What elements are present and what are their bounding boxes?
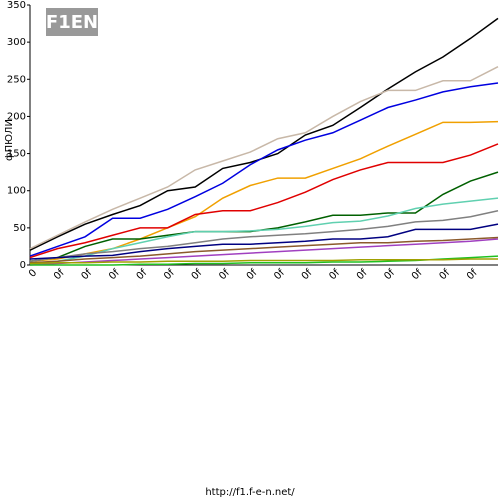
y-tick-label: 350 bbox=[7, 0, 26, 11]
y-tick-label: 300 bbox=[7, 37, 26, 48]
y-tick-label: 0 bbox=[20, 260, 26, 271]
x-tick-label: 0f bbox=[80, 267, 95, 282]
series-line bbox=[29, 223, 499, 260]
x-tick-label: 0f bbox=[382, 267, 397, 282]
series-line bbox=[29, 65, 499, 250]
logo-text: F1EN bbox=[46, 12, 98, 33]
x-tick-label: 0f bbox=[135, 267, 150, 282]
x-tick-label: 0f bbox=[410, 267, 425, 282]
x-tick-label: 0f bbox=[162, 267, 177, 282]
series-line bbox=[29, 210, 499, 263]
y-axis-label: фПЮЛИ bbox=[4, 119, 15, 161]
x-tick-label: 0f bbox=[465, 267, 480, 282]
y-tick-label: 150 bbox=[7, 149, 26, 160]
series-line bbox=[29, 143, 499, 259]
x-tick-label: 0f bbox=[107, 267, 122, 282]
x-tick-label: 0f bbox=[245, 267, 260, 282]
footer: http://f1.f-e-n.net/ bbox=[205, 487, 295, 498]
x-tick-label: 0f bbox=[190, 267, 205, 282]
series-line bbox=[29, 236, 499, 264]
logo: F1EN bbox=[46, 8, 98, 36]
series-line bbox=[29, 258, 498, 265]
x-tick-label: 0f bbox=[52, 267, 67, 282]
y-tick-label: 100 bbox=[7, 186, 26, 197]
y-tick-label: 200 bbox=[7, 111, 26, 122]
logo-box bbox=[46, 8, 98, 36]
y-tick-label: 50 bbox=[13, 223, 26, 234]
series-line bbox=[29, 197, 499, 265]
x-tick-label: 0f bbox=[437, 267, 452, 282]
y-tick-label: 250 bbox=[7, 74, 26, 85]
x-tick-label: 0f bbox=[300, 267, 315, 282]
series-line bbox=[29, 82, 499, 257]
x-tick-label: 0 bbox=[27, 267, 39, 279]
x-tick-label: 0f bbox=[217, 267, 232, 282]
x-tick-label: 0f bbox=[272, 267, 287, 282]
x-tick-label: 0f bbox=[327, 267, 342, 282]
series-line bbox=[29, 238, 499, 266]
x-tick-label: 0f bbox=[355, 267, 370, 282]
